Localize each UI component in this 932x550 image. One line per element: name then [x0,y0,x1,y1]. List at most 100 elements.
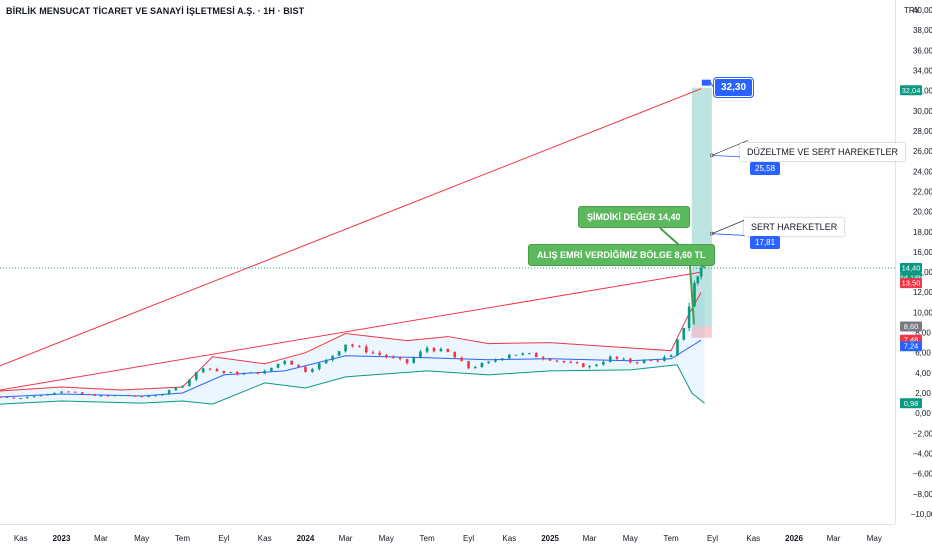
candle-body [337,351,341,356]
candle-body [676,339,679,356]
x-tick-label: Eyl [463,534,474,543]
candle-body [5,397,9,399]
candle-body [508,354,511,359]
candle-body [453,351,457,358]
candle-body [133,395,137,397]
y-axis[interactable]: 40,00 38,00 36,00 34,00 32,00 30,00 28,00 26,00… [911,6,932,519]
candle-body [467,361,470,369]
level-label-25-58[interactable]: 25,58 [750,162,781,175]
x-tick-label: 2025 [541,534,559,543]
candle-body [398,357,402,359]
candle-body [595,364,598,367]
candle-body [602,362,605,365]
band-fill [0,292,705,405]
x-tick-label: Tem [664,534,679,543]
y-tick-label: 8,00 [915,329,931,338]
candle-body [581,363,585,368]
candle-body [534,353,538,358]
x-tick-label: Kas [14,534,28,543]
candles [0,264,703,400]
candle-body [74,391,77,393]
candle-body [687,306,691,329]
candle-body [480,363,484,368]
buy-zone-tail [689,265,695,325]
candle-body [26,396,29,399]
level-label-17-81[interactable]: 17,81 [750,236,781,249]
x-tick-label: Eyl [707,534,718,543]
x-tick-label: 2023 [53,534,71,543]
x-tick-label: Kas [502,534,516,543]
candle-body [501,358,504,361]
y-tick-label: 22,00 [913,187,932,196]
candle-body [699,268,703,277]
candle-body [432,347,436,352]
candle-body [682,328,686,340]
trendline-2 [0,271,702,391]
candle-body [649,360,653,362]
price-badge-label: 7,24 [904,342,919,351]
candle-body [629,358,632,363]
x-tick-label: Tem [175,534,190,543]
candle-body [235,372,239,375]
candle-body [439,348,443,352]
price-badge-label: 0,98 [904,399,919,408]
candle-body [569,362,573,364]
candle-body [120,395,123,397]
candle-body [656,360,660,362]
price-badge-label: 14,40 [902,264,921,273]
candle-body [304,366,307,372]
price-badge [900,263,922,274]
y-tick-label: 36,00 [913,46,932,55]
candle-body [555,360,559,362]
x-tick-label: May [379,534,394,543]
candle-body [487,361,490,364]
trendlines[interactable] [0,88,702,391]
y-tick-label: 12,00 [913,288,932,297]
currency-label[interactable]: TRY [904,6,920,15]
price-badge [900,278,922,289]
candle-body [514,354,518,356]
x-tick-label: May [134,534,149,543]
axis-divider [895,0,896,524]
y-tick-label: 16,00 [913,248,932,257]
buy-zone-annotation[interactable]: ALIŞ EMRİ VERDİĞİMİZ BÖLGE 8,60 TL [528,244,715,266]
candle-body [494,360,497,362]
candle-body [222,370,226,373]
y-tick-label: −8,00 [913,490,932,499]
x-axis[interactable]: Kas 2023 Mar May Tem Eyl Kas 2024 Mar May Tem Eyl Ka… [14,534,882,543]
candle-body [174,387,178,391]
candle-body [446,348,450,352]
x-tick-label: 2026 [785,534,803,543]
candle-body [425,347,429,352]
candle-body [290,360,293,365]
target-price-label[interactable]: 32,30 [714,78,754,97]
band-upper-line [0,291,702,392]
price-badge [900,398,922,409]
candle-body [188,379,191,386]
current-value-annotation[interactable]: ŞİMDİKİ DEĞER 14,40 [578,206,690,228]
candle-body [99,395,103,397]
y-tick-label: 6,00 [915,349,931,358]
stop-zone [691,326,712,338]
candle-body [324,359,328,364]
y-tick-label: 38,00 [913,26,932,35]
target-flag-icon [701,79,711,86]
price-badge-label: 3d 18h [900,274,923,283]
x-tick-label: May [867,534,882,543]
candle-body [358,346,361,348]
candle-body [521,353,524,355]
x-tick-label: Mar [339,534,353,543]
correction-note[interactable]: DÜZELTME VE SERT HAREKETLER [740,143,906,161]
y-tick-label: 2,00 [915,389,931,398]
y-tick-label: 18,00 [913,228,932,237]
sharp-moves-note[interactable]: SERT HAREKETLER [744,218,845,236]
candle-body [696,276,700,284]
candle-body [642,360,646,363]
candle-body [669,355,673,358]
y-tick-label: 4,00 [915,369,931,378]
candle-body [215,368,219,371]
candle-body [256,372,260,374]
candle-body [283,360,287,364]
